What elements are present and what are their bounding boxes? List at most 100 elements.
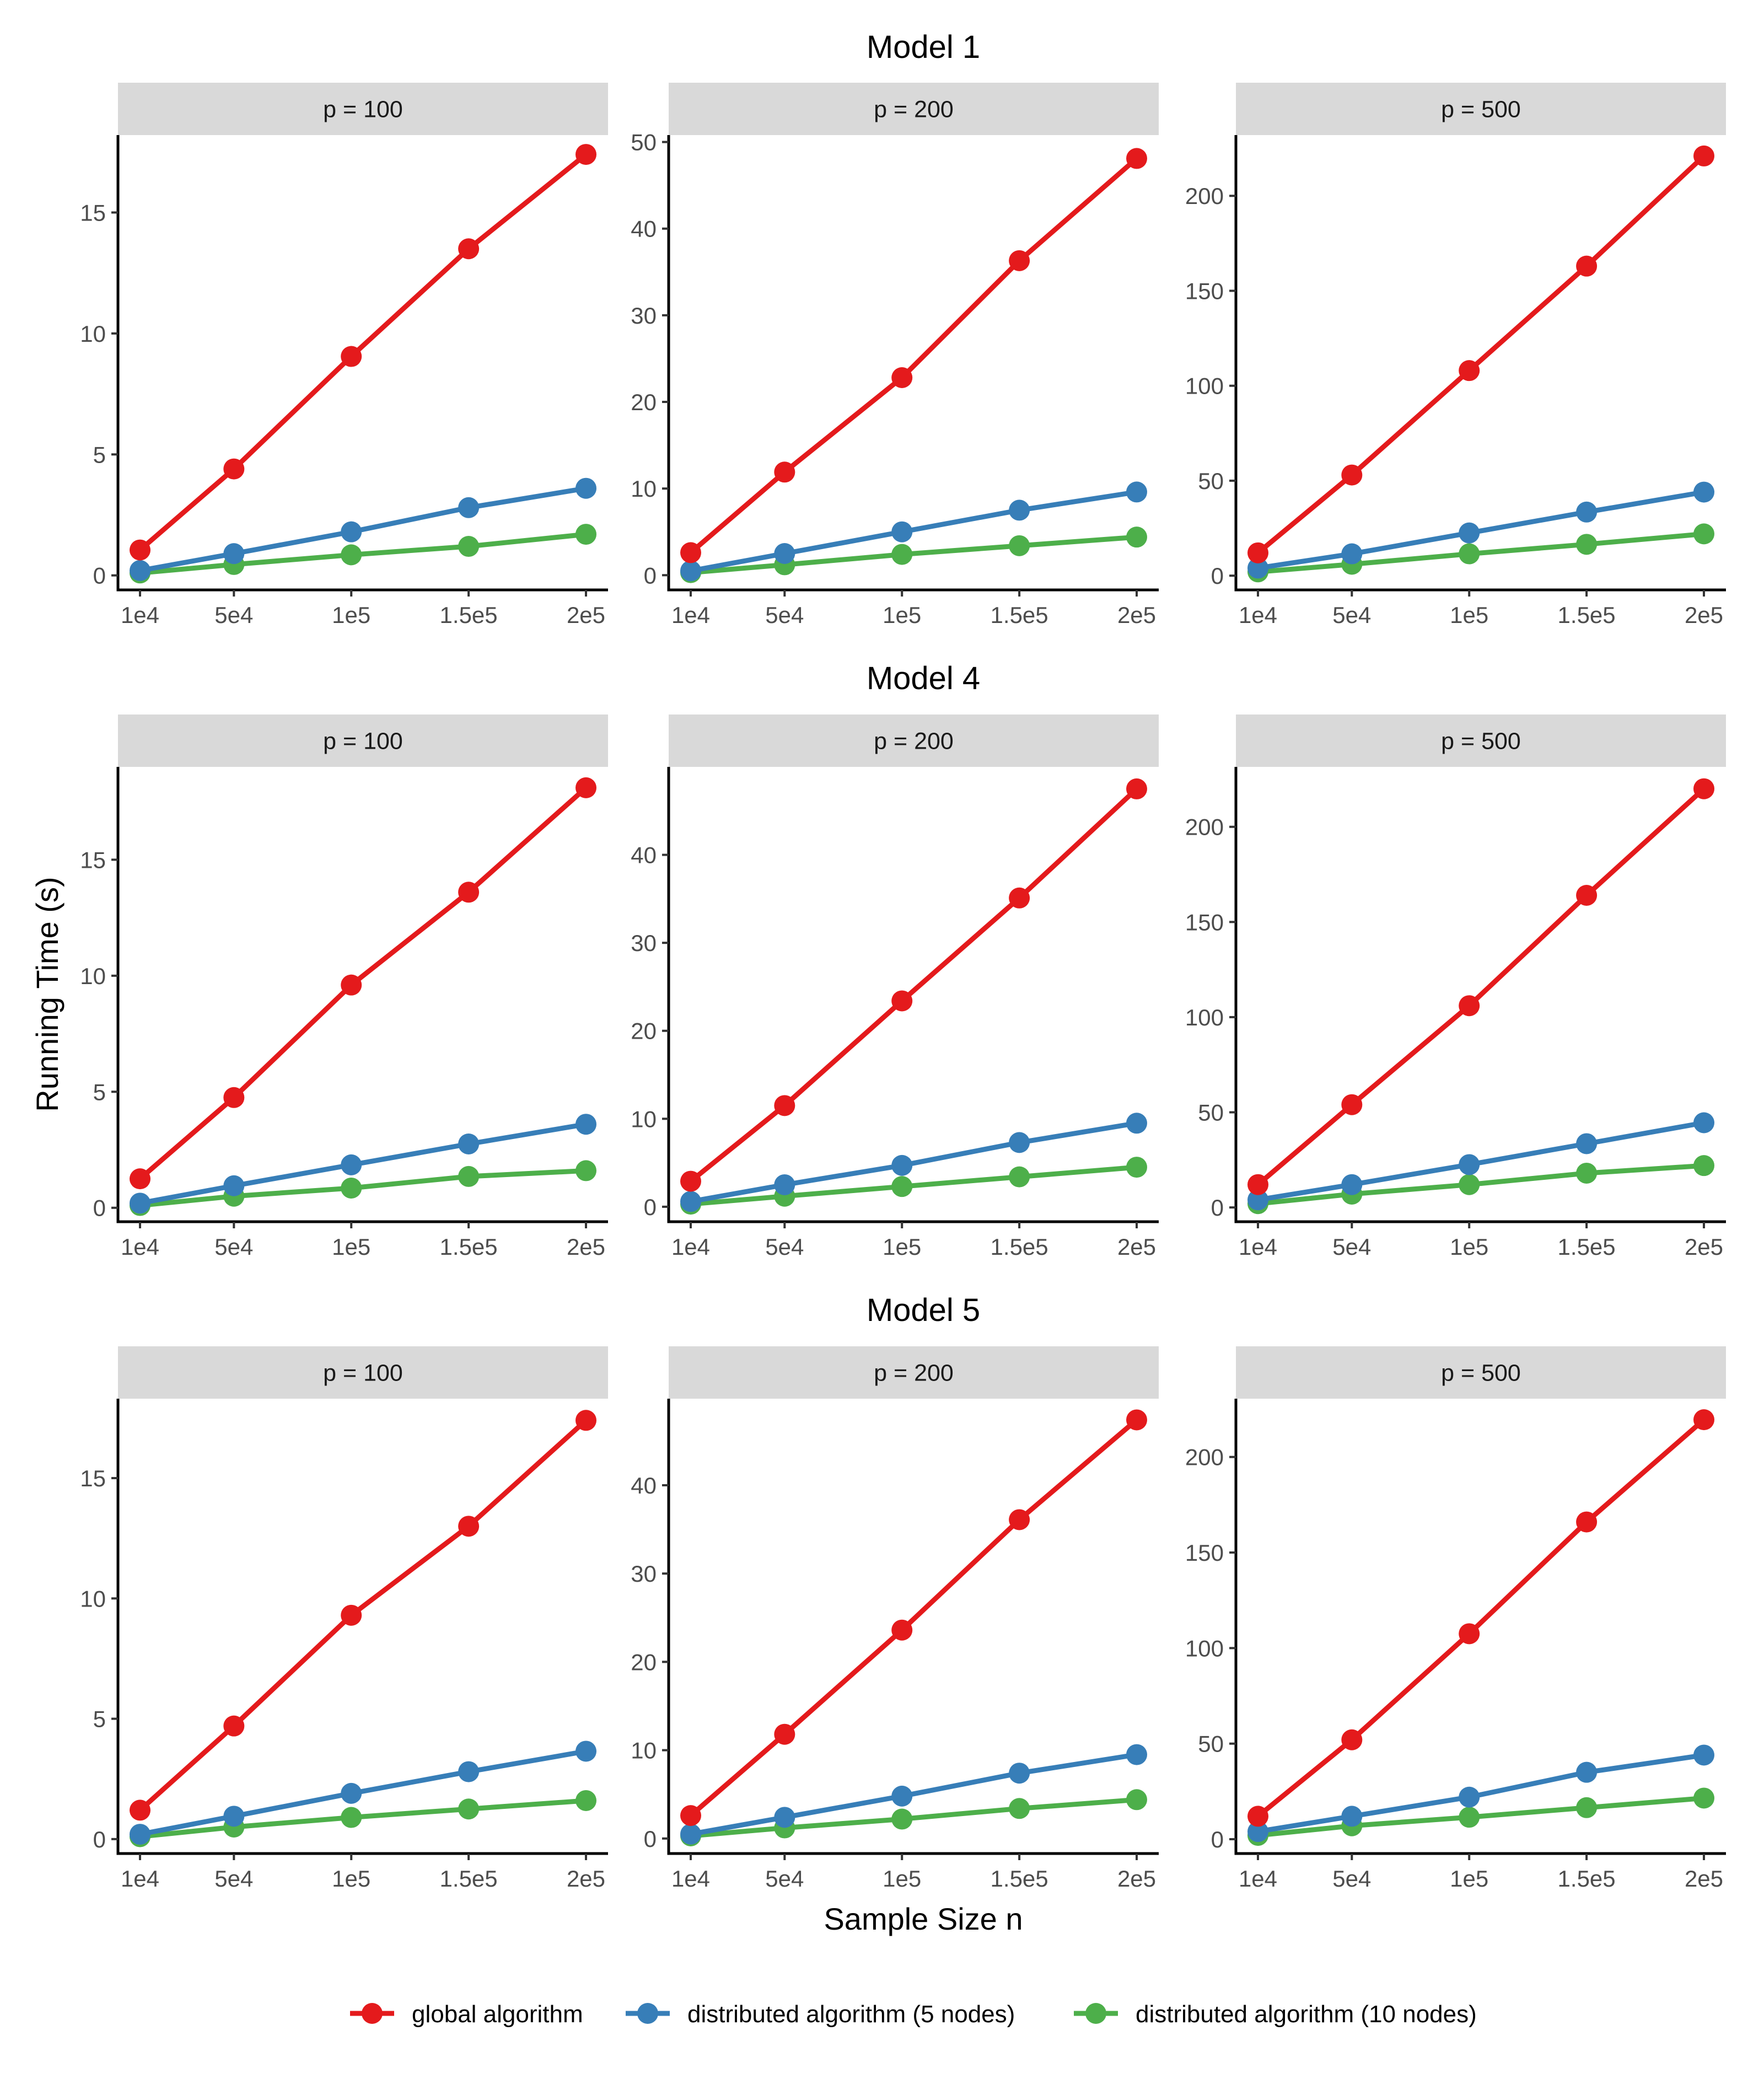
facet-panel: p = 200 0 10 20 30 40 1e4 5e4 1e5 1.5e5 2e5 xyxy=(631,1346,1159,1892)
data-point xyxy=(223,458,245,480)
data-point xyxy=(1341,1174,1363,1195)
data-point xyxy=(1009,887,1030,909)
data-point xyxy=(891,1154,913,1176)
facet-panel: p = 100 0 5 10 15 1e4 5e4 1e5 1.5e5 2e5 xyxy=(80,1346,608,1892)
y-tick-label: 20 xyxy=(631,1649,657,1675)
data-point xyxy=(1459,360,1480,382)
x-tick-label: 5e4 xyxy=(765,1866,804,1892)
data-point xyxy=(774,1095,795,1116)
x-tick-label: 2e5 xyxy=(1117,1234,1156,1260)
facet-panel: p = 100 0 5 10 15 1e4 5e4 1e5 1.5e5 2e5 xyxy=(80,83,608,628)
y-tick-label: 20 xyxy=(631,1018,657,1044)
y-tick-label: 40 xyxy=(631,216,657,242)
data-point xyxy=(1459,543,1480,565)
data-point xyxy=(1693,481,1714,503)
data-point xyxy=(1576,1761,1598,1783)
row-title: Model 4 xyxy=(867,660,980,696)
y-tick-label: 10 xyxy=(631,1738,657,1764)
data-point xyxy=(130,1168,151,1190)
y-tick-label: 100 xyxy=(1185,1635,1224,1661)
data-point xyxy=(1693,1112,1714,1134)
data-point xyxy=(458,1516,480,1537)
x-tick-label: 1e4 xyxy=(1239,602,1277,628)
x-tick-label: 1.5e5 xyxy=(1558,602,1616,628)
data-point xyxy=(575,1160,596,1181)
data-point xyxy=(680,1170,702,1192)
data-point xyxy=(1009,1509,1030,1530)
data-point xyxy=(1126,1113,1147,1134)
data-point xyxy=(1576,255,1598,277)
y-tick-label: 10 xyxy=(80,321,106,347)
data-point xyxy=(1459,1807,1480,1828)
data-point xyxy=(1009,250,1030,271)
y-tick-label: 15 xyxy=(80,1465,106,1491)
data-point xyxy=(1576,885,1598,906)
data-point xyxy=(1693,1744,1714,1766)
data-point xyxy=(341,1177,362,1199)
x-tick-label: 5e4 xyxy=(214,1234,253,1260)
data-point xyxy=(575,1790,596,1811)
facet-strip-label: p = 500 xyxy=(1441,1360,1521,1387)
data-point xyxy=(223,1175,245,1196)
y-tick-label: 50 xyxy=(1198,1731,1224,1757)
y-tick-label: 30 xyxy=(631,1561,657,1587)
y-tick-label: 15 xyxy=(80,200,106,225)
data-point xyxy=(1247,1806,1269,1827)
data-point xyxy=(1126,1789,1147,1811)
x-tick-label: 1e4 xyxy=(121,602,159,628)
data-point xyxy=(1459,522,1480,544)
x-tick-label: 5e4 xyxy=(214,1866,253,1892)
data-point xyxy=(575,477,596,499)
y-tick-label: 0 xyxy=(1211,563,1224,589)
data-point xyxy=(891,1785,913,1807)
x-tick-label: 2e5 xyxy=(567,1234,605,1260)
y-tick-label: 150 xyxy=(1185,909,1224,935)
x-tick-label: 1.5e5 xyxy=(991,602,1048,628)
y-tick-label: 30 xyxy=(631,930,657,956)
legend-label: distributed algorithm (10 nodes) xyxy=(1136,2001,1477,2028)
x-tick-label: 5e4 xyxy=(1332,1234,1371,1260)
y-tick-label: 50 xyxy=(1198,468,1224,494)
x-tick-label: 1e5 xyxy=(883,1866,921,1892)
data-point xyxy=(891,1176,913,1197)
y-axis-title: Running Time (s) xyxy=(30,877,64,1111)
data-point xyxy=(1247,1174,1269,1195)
data-point xyxy=(223,1715,245,1737)
x-tick-label: 1.5e5 xyxy=(991,1234,1048,1260)
facet-strip xyxy=(1236,83,1726,135)
y-tick-label: 20 xyxy=(631,389,657,415)
data-point xyxy=(1576,501,1598,523)
x-tick-label: 1e4 xyxy=(671,1866,710,1892)
facet-strip-label: p = 100 xyxy=(323,96,403,123)
data-point xyxy=(341,346,362,367)
data-point xyxy=(1459,1623,1480,1645)
data-point xyxy=(1576,1797,1598,1818)
data-point xyxy=(1341,1729,1363,1750)
y-tick-label: 5 xyxy=(93,1706,106,1732)
data-point xyxy=(458,1165,480,1187)
data-point xyxy=(1126,778,1147,799)
data-point xyxy=(1693,1409,1714,1431)
legend-key-point xyxy=(637,2003,658,2024)
data-point xyxy=(1009,1798,1030,1819)
facet-strip-label: p = 200 xyxy=(874,1360,954,1387)
data-point xyxy=(1341,1806,1363,1827)
x-tick-label: 5e4 xyxy=(1332,1866,1371,1892)
data-point xyxy=(458,1798,480,1820)
facet-panel: p = 500 0 50 100 150 200 1e4 5e4 1e5 1.5e5 2e5 xyxy=(1185,83,1726,628)
x-tick-label: 1e4 xyxy=(1239,1866,1277,1892)
x-tick-label: 1e4 xyxy=(671,602,710,628)
data-point xyxy=(891,1808,913,1830)
data-point xyxy=(130,1799,151,1821)
legend-label: global algorithm xyxy=(412,2001,583,2028)
y-tick-label: 50 xyxy=(631,130,657,155)
data-point xyxy=(680,560,702,582)
data-point xyxy=(575,777,596,798)
legend-item: distributed algorithm (5 nodes) xyxy=(626,2001,1015,2028)
data-point xyxy=(341,1807,362,1828)
data-point xyxy=(1576,1133,1598,1154)
x-tick-label: 2e5 xyxy=(1117,1866,1156,1892)
data-point xyxy=(575,1741,596,1762)
data-point xyxy=(130,1192,151,1214)
x-tick-label: 5e4 xyxy=(214,602,253,628)
